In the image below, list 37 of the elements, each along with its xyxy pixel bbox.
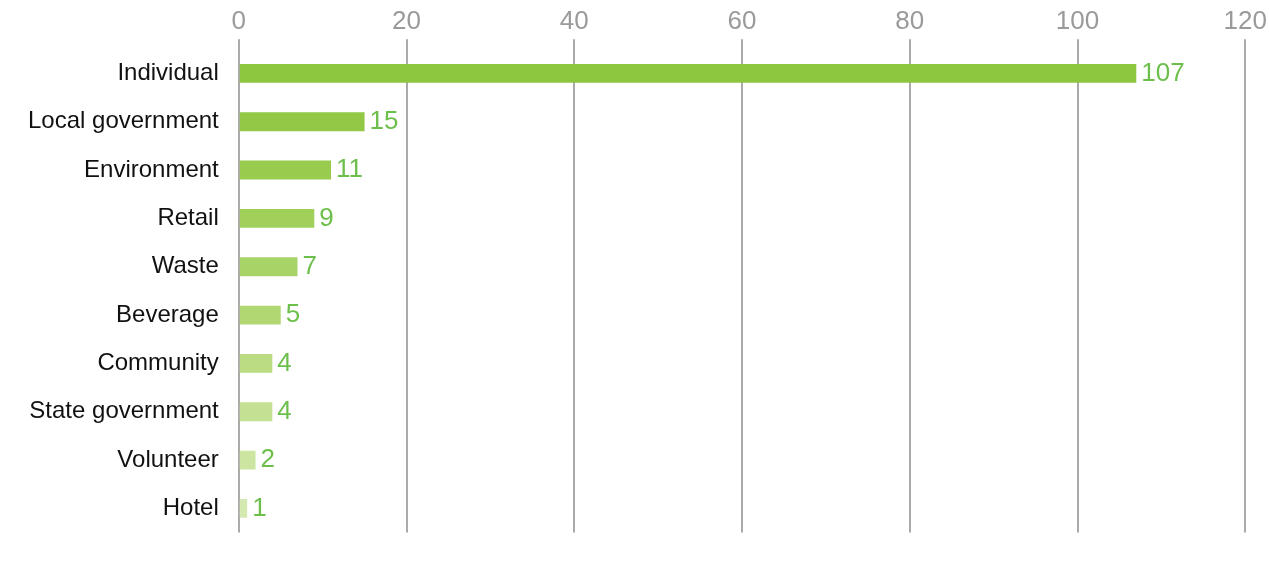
y-tick-label: Retail bbox=[157, 203, 219, 231]
bar bbox=[239, 499, 248, 518]
data-label: 9 bbox=[319, 201, 334, 232]
bar bbox=[239, 450, 256, 470]
data-label: 4 bbox=[277, 394, 292, 425]
bar bbox=[239, 160, 332, 180]
data-label: 5 bbox=[285, 298, 301, 329]
y-tick-label: Community bbox=[97, 348, 219, 376]
x-tick-label: 60 bbox=[727, 4, 757, 35]
data-label: 2 bbox=[260, 443, 276, 474]
data-label: 7 bbox=[302, 249, 317, 280]
y-tick-label: Waste bbox=[151, 251, 219, 279]
bar bbox=[239, 208, 315, 228]
x-tick-label: 80 bbox=[895, 4, 925, 35]
x-tick-label: 40 bbox=[559, 4, 589, 35]
x-tick-label: 100 bbox=[1055, 4, 1100, 35]
data-label: 4 bbox=[277, 346, 292, 377]
y-tick-label: State government bbox=[29, 396, 220, 424]
y-tick-label: Local government bbox=[28, 106, 220, 134]
x-tick-label: 0 bbox=[231, 4, 247, 35]
x-tick-label: 20 bbox=[392, 4, 421, 35]
y-tick-label: Beverage bbox=[116, 299, 219, 327]
data-label: 11 bbox=[336, 153, 364, 184]
y-tick-label: Volunteer bbox=[117, 444, 219, 472]
y-tick-label: Hotel bbox=[162, 493, 219, 521]
y-tick-label: Environment bbox=[84, 154, 220, 182]
bar bbox=[239, 305, 281, 325]
y-tick-label: Individual bbox=[117, 58, 219, 85]
bar bbox=[239, 402, 273, 422]
data-label: 1 bbox=[252, 491, 267, 522]
bar bbox=[239, 63, 1137, 83]
bar bbox=[239, 112, 365, 132]
x-tick-label: 120 bbox=[1223, 4, 1268, 35]
data-label: 107 bbox=[1141, 56, 1185, 87]
data-label: 15 bbox=[369, 104, 399, 135]
bar bbox=[239, 353, 273, 373]
bar bbox=[239, 257, 298, 277]
